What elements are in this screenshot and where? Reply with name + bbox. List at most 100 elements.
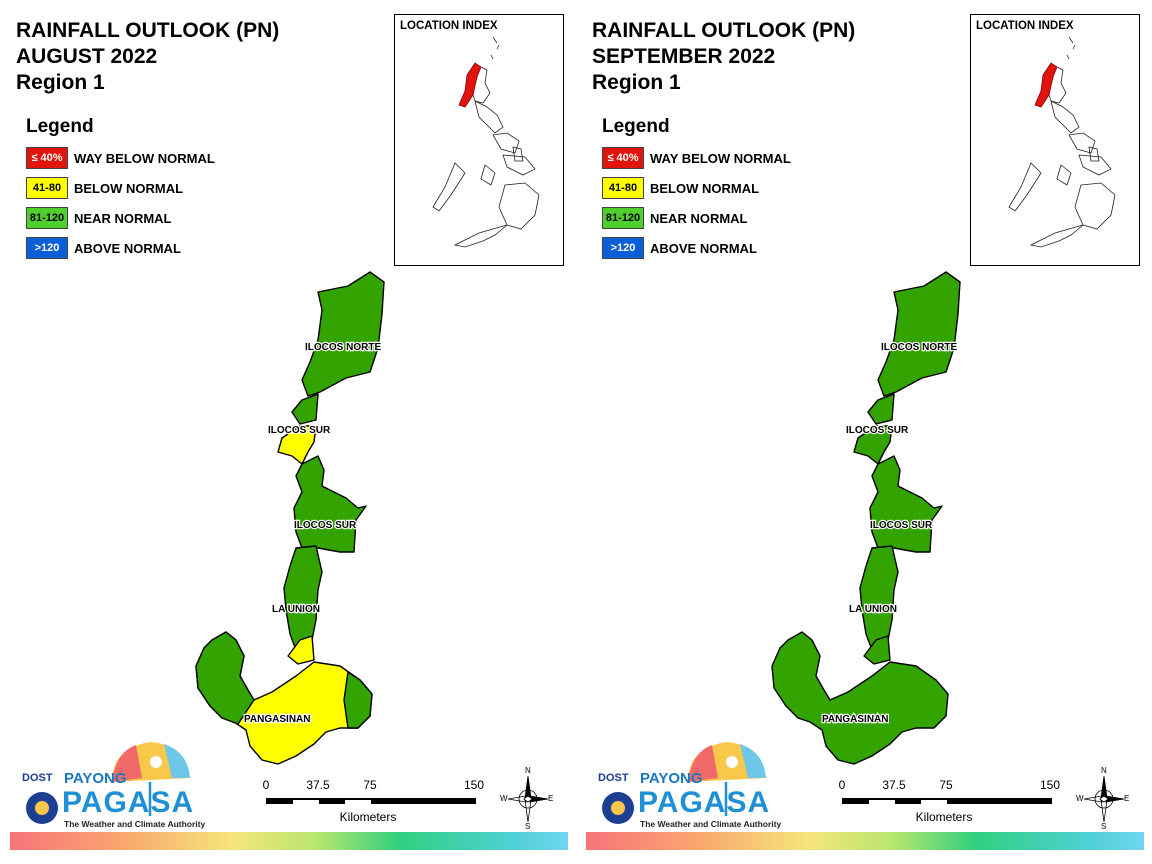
rainfall-map-september: ILOCOS NORTE ILOCOS SUR ILOCOS SUR LA UN… [771,271,961,765]
legend-heading: Legend [602,116,670,137]
province-label: ILOCOS NORTE [881,342,957,353]
compass-rose-icon: N E S W [1076,766,1130,832]
title-line-1: RAINFALL OUTLOOK (PN) [592,19,856,42]
province-label: ILOCOS SUR [268,425,331,436]
compass-n: N [1101,766,1107,775]
legend-label: BELOW NORMAL [74,180,184,196]
logo-payong: PAYONG [640,770,703,787]
legend: Legend ≤ 40% WAY BELOW NORMAL 41-80 BELO… [26,116,215,266]
logo-pagasa: PAGASA [62,786,195,819]
legend-label: WAY BELOW NORMAL [74,150,215,166]
legend-swatch: 81-120 [602,207,644,229]
philippines-outline [1008,36,1116,248]
location-index-label: LOCATION INDEX [976,20,1074,32]
province-ilocos-norte [301,271,385,397]
logo-tagline: The Weather and Climate Authority [64,819,206,829]
scale-unit: Kilometers [915,810,973,824]
province-label: LA UNION [272,604,320,615]
title-line-3: Region 1 [592,71,681,94]
legend-item-below: 41-80 BELOW NORMAL [26,176,215,200]
compass-n: N [525,766,531,775]
compass-w: W [500,794,508,803]
region-1-highlight [458,62,482,108]
logo-dost: DOST [22,772,53,784]
province-label: LA UNION [849,604,897,615]
compass-w: W [1076,794,1084,803]
legend-label: ABOVE NORMAL [74,240,181,256]
legend-label: WAY BELOW NORMAL [650,150,791,166]
province-ilocos-sur-south [293,455,367,553]
pagasa-logo: DOST PAYONG PAGASA The Weather and Clima… [592,738,782,833]
legend-swatch: ≤ 40% [602,147,644,169]
legend-label: NEAR NORMAL [650,210,748,226]
legend-label: BELOW NORMAL [650,180,760,196]
legend-swatch: 41-80 [602,177,644,199]
province-pangasinan [771,631,949,765]
province-ilocos-norte [877,271,961,397]
scale-tick: 75 [363,778,377,792]
location-index-label: LOCATION INDEX [400,20,498,32]
region-1-highlight [1034,62,1058,108]
pagasa-logo: DOST PAYONG PAGASA The Weather and Clima… [16,738,206,833]
compass-rose-icon: N E S W [500,766,554,832]
legend-item-above: >120 ABOVE NORMAL [26,236,215,260]
legend-swatch: >120 [602,237,644,259]
compass-e: E [548,794,554,803]
title-line-2: SEPTEMBER 2022 [592,45,776,68]
province-label: ILOCOS SUR [846,425,909,436]
legend-item-way-below: ≤ 40% WAY BELOW NORMAL [602,146,791,170]
umbrella-icon [602,742,766,824]
legend-label: ABOVE NORMAL [650,240,757,256]
legend-swatch: ≤ 40% [26,147,68,169]
legend-label: NEAR NORMAL [74,210,172,226]
legend-item-below: 41-80 BELOW NORMAL [602,176,791,200]
legend-swatch: 41-80 [26,177,68,199]
legend-item-near: 81-120 NEAR NORMAL [602,206,791,230]
province-label: ILOCOS NORTE [305,342,381,353]
scale-tick: 37.5 [306,778,330,792]
location-index-map: LOCATION INDEX [970,14,1140,266]
compass-s: S [1101,822,1107,831]
legend-heading: Legend [26,116,94,137]
legend-swatch: 81-120 [26,207,68,229]
legend-swatch: >120 [26,237,68,259]
scale-tick: 0 [838,778,846,792]
legend-item-way-below: ≤ 40% WAY BELOW NORMAL [26,146,215,170]
footer-color-bar [10,832,568,850]
umbrella-icon [26,742,190,824]
scale-bar: 0 37.5 75 150 Kilometers [260,778,490,828]
philippines-outline [432,36,540,248]
compass-e: E [1124,794,1130,803]
province-label: PANGASINAN [822,714,888,725]
title-line-2: AUGUST 2022 [16,45,158,68]
rainfall-map-august: ILOCOS NORTE ILOCOS SUR ILOCOS SUR LA UN… [195,271,385,765]
map-title: RAINFALL OUTLOOK (PN) AUGUST 2022 Region… [16,18,279,96]
scale-unit: Kilometers [339,810,397,824]
province-label: ILOCOS SUR [870,520,933,531]
province-ilocos-sur-north [277,425,317,465]
scale-tick: 150 [1039,778,1061,792]
logo-payong: PAYONG [64,770,127,787]
scale-tick: 75 [939,778,953,792]
title-line-3: Region 1 [16,71,105,94]
province-la-union [859,545,899,651]
province-label: ILOCOS SUR [294,520,357,531]
location-index-map: LOCATION INDEX [394,14,564,266]
logo-tagline: The Weather and Climate Authority [640,819,782,829]
map-title: RAINFALL OUTLOOK (PN) SEPTEMBER 2022 Reg… [592,18,855,96]
scale-tick: 150 [463,778,485,792]
logo-pagasa: PAGASA [638,786,771,819]
scale-tick: 37.5 [882,778,906,792]
map-panel-september: RAINFALL OUTLOOK (PN) SEPTEMBER 2022 Reg… [576,0,1152,864]
map-panel-august: RAINFALL OUTLOOK (PN) AUGUST 2022 Region… [10,14,568,850]
logo-dost: DOST [598,772,629,784]
legend: Legend ≤ 40% WAY BELOW NORMAL 41-80 BELO… [602,116,791,266]
scale-tick: 0 [262,778,270,792]
province-label: PANGASINAN [244,714,310,725]
legend-item-above: >120 ABOVE NORMAL [602,236,791,260]
title-line-1: RAINFALL OUTLOOK (PN) [16,19,280,42]
compass-s: S [525,822,531,831]
legend-item-near: 81-120 NEAR NORMAL [26,206,215,230]
province-ilocos-sur-south [869,455,943,553]
province-ilocos-sur-north [853,425,893,465]
